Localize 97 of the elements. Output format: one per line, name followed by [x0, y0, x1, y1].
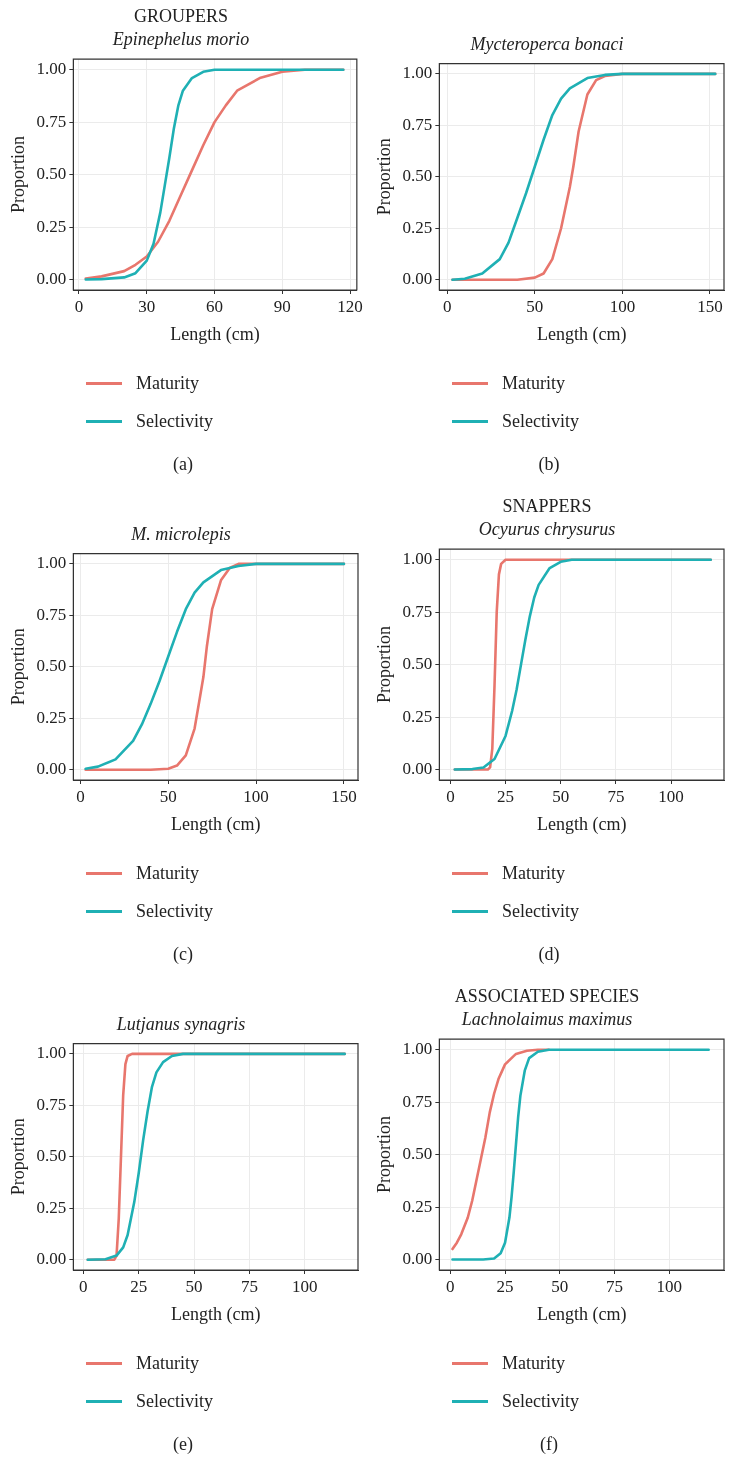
chart-subtitle: Ocyurus chrysurus — [478, 519, 616, 540]
y-tick-label: 0.25 — [36, 216, 67, 236]
chart-title: SNAPPERS — [502, 495, 592, 516]
y-axis-title: Proportion — [7, 136, 28, 214]
text: (d) — [537, 944, 561, 965]
x-axis-title: Length (cm) — [536, 1303, 627, 1325]
x-tick-label: 75 — [240, 1276, 258, 1296]
chart-subtitle: M. microlepis — [130, 523, 231, 544]
y-tick-label: 0.75 — [402, 601, 433, 621]
y-tick-label: 0.25 — [402, 217, 433, 237]
y-tick-label: 0.50 — [402, 654, 433, 674]
x-tick-label: 75 — [607, 786, 625, 806]
y-tick-label: 0.50 — [36, 1146, 67, 1166]
x-tick-label: 100 — [292, 1276, 318, 1296]
x-tick-label: 0 — [76, 786, 85, 806]
x-tick-label: 0 — [442, 296, 452, 316]
y-tick-label: 1.00 — [36, 59, 67, 79]
x-tick-label: 0 — [446, 1276, 455, 1296]
x-tick-label: 50 — [185, 1276, 203, 1296]
text: (e) — [172, 1434, 194, 1455]
legend-label: Maturity — [136, 862, 199, 884]
x-tick-label: 90 — [273, 296, 291, 316]
y-tick-label: 1.00 — [402, 1039, 433, 1059]
y-axis-title: Proportion — [373, 626, 394, 704]
x-tick-label: 30 — [138, 296, 156, 316]
y-axis-title: Proportion — [373, 1116, 394, 1194]
x-tick-label: 0 — [74, 296, 84, 316]
legend-label: Selectivity — [502, 900, 579, 922]
chart-subtitle: Lachnolaimus maximus — [460, 1009, 633, 1030]
y-tick-label: 0.25 — [402, 1196, 433, 1216]
x-tick-label: 0 — [79, 1276, 88, 1296]
text: (c) — [172, 944, 194, 965]
x-tick-label: 100 — [609, 296, 636, 316]
x-tick-label: 100 — [656, 1276, 683, 1296]
legend-label: Maturity — [136, 1352, 199, 1374]
x-tick-label: 120 — [337, 296, 363, 316]
y-tick-label: 0.00 — [402, 1248, 433, 1268]
legend-label: Selectivity — [136, 900, 213, 922]
y-tick-label: 0.50 — [402, 166, 433, 186]
x-tick-label: 25 — [130, 1276, 148, 1296]
text: (f) — [539, 1434, 559, 1455]
x-tick-label: 25 — [496, 1276, 514, 1296]
legend-label: Maturity — [502, 372, 565, 394]
x-axis-title: Length (cm) — [536, 323, 627, 345]
legend-label: Selectivity — [502, 410, 579, 432]
legend-label: Selectivity — [502, 1390, 579, 1412]
y-tick-label: 0.25 — [36, 707, 67, 727]
y-tick-label: 0.75 — [36, 1094, 67, 1114]
x-axis-title: Length (cm) — [536, 813, 627, 835]
x-tick-label: 100 — [243, 786, 269, 806]
y-tick-label: 0.25 — [36, 1197, 67, 1217]
x-tick-label: 150 — [331, 786, 357, 806]
y-tick-label: 0.00 — [36, 1249, 67, 1269]
y-tick-label: 0.75 — [402, 114, 433, 134]
x-tick-label: 150 — [697, 296, 723, 316]
x-tick-label: 100 — [658, 786, 684, 806]
chart-title: GROUPERS — [133, 5, 229, 26]
y-tick-label: 0.75 — [36, 111, 67, 131]
x-tick-label: 50 — [159, 786, 177, 806]
y-tick-label: 1.00 — [402, 63, 433, 83]
y-axis-title: Proportion — [373, 138, 394, 216]
legend-label: Selectivity — [136, 1390, 213, 1412]
y-tick-label: 0.00 — [402, 758, 433, 778]
x-axis-title: Length (cm) — [170, 323, 260, 345]
y-axis-title: Proportion — [7, 1118, 28, 1196]
chart-subtitle: Mycteroperca bonaci — [469, 33, 624, 54]
y-tick-label: 0.75 — [36, 604, 67, 624]
legend-label: Selectivity — [136, 410, 213, 432]
y-tick-label: 0.00 — [36, 759, 67, 779]
y-tick-label: 0.00 — [402, 269, 433, 289]
x-axis-title: Length (cm) — [170, 1303, 261, 1325]
x-tick-label: 50 — [526, 296, 544, 316]
legend-label: Maturity — [502, 862, 565, 884]
y-tick-label: 0.25 — [402, 706, 433, 726]
x-tick-label: 50 — [551, 1276, 569, 1296]
y-tick-label: 1.00 — [36, 553, 67, 573]
y-tick-label: 0.50 — [36, 164, 67, 184]
y-tick-label: 1.00 — [402, 549, 433, 569]
legend-label: Maturity — [502, 1352, 565, 1374]
y-tick-label: 0.00 — [36, 268, 67, 288]
y-tick-label: 0.50 — [36, 656, 67, 676]
x-tick-label: 25 — [497, 786, 515, 806]
y-axis-title: Proportion — [7, 628, 28, 706]
chart-subtitle: Epinephelus morio — [111, 29, 250, 50]
y-tick-label: 0.75 — [402, 1091, 433, 1111]
x-tick-label: 75 — [606, 1276, 624, 1296]
x-tick-label: 60 — [206, 296, 224, 316]
text: (b) — [537, 454, 561, 475]
y-tick-label: 0.50 — [402, 1144, 433, 1164]
x-axis-title: Length (cm) — [170, 813, 261, 835]
x-tick-label: 50 — [552, 786, 570, 806]
x-tick-label: 0 — [446, 786, 455, 806]
chart-subtitle: Lutjanus synagris — [115, 1013, 246, 1034]
legend-label: Maturity — [136, 372, 199, 394]
text: (a) — [172, 454, 194, 475]
y-tick-label: 1.00 — [36, 1043, 67, 1063]
chart-title: ASSOCIATED SPECIES — [454, 985, 640, 1006]
